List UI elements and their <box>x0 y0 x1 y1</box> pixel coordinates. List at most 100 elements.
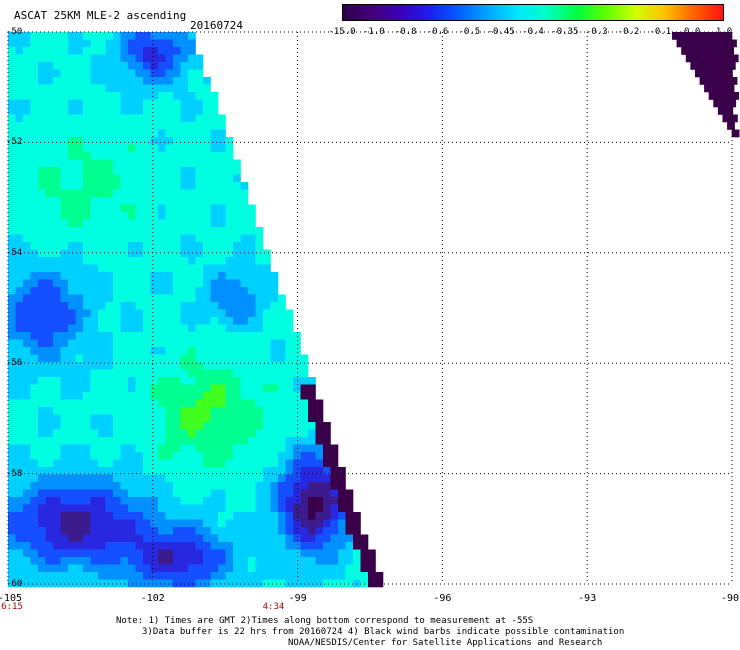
swath-pixel <box>188 557 196 565</box>
swath-pixel <box>83 242 91 250</box>
swath-pixel <box>60 279 69 288</box>
swath-pixel <box>23 354 31 363</box>
swath-pixel <box>338 564 346 573</box>
swath-pixel <box>60 302 69 310</box>
latitude-label: -52 <box>6 137 23 148</box>
swath-pixel <box>218 129 226 138</box>
swath-pixel <box>165 39 174 48</box>
swath-pixel <box>255 332 264 340</box>
swath-pixel <box>338 557 346 565</box>
swath-pixel <box>83 249 91 258</box>
swath-pixel <box>218 452 226 460</box>
swath-pixel <box>8 227 16 235</box>
swath-pixel <box>188 107 196 115</box>
swath-pixel <box>300 489 309 498</box>
swath-pixel <box>105 182 114 190</box>
swath-pixel <box>8 32 16 40</box>
swath-pixel <box>60 504 69 513</box>
swath-pixel <box>8 354 16 363</box>
swath-pixel <box>143 504 151 513</box>
swath-pixel <box>60 444 69 453</box>
swath-pixel <box>23 512 31 520</box>
swath-pixel <box>68 107 76 115</box>
swath-pixel <box>293 384 301 393</box>
swath-pixel <box>53 392 61 400</box>
swath-pixel <box>722 77 730 85</box>
swath-pixel <box>15 294 24 303</box>
swath-pixel <box>285 504 294 513</box>
swath-pixel <box>173 137 181 145</box>
swath-pixel <box>135 542 144 550</box>
swath-pixel <box>120 287 129 295</box>
swath-pixel <box>705 62 714 70</box>
swath-pixel <box>90 542 99 550</box>
swath-pixel <box>308 444 316 453</box>
swath-pixel <box>38 122 46 130</box>
swath-pixel <box>150 384 159 393</box>
swath-pixel <box>270 309 279 318</box>
swath-pixel <box>315 549 324 558</box>
swath-pixel <box>38 32 46 40</box>
swath-pixel <box>8 399 16 408</box>
swath-pixel <box>120 249 129 258</box>
swath-pixel <box>210 257 219 265</box>
swath-pixel <box>278 324 286 333</box>
swath-pixel <box>308 407 316 415</box>
swath-pixel <box>165 459 174 468</box>
swath-pixel <box>98 152 106 160</box>
swath-pixel <box>173 504 181 513</box>
swath-pixel <box>173 84 181 93</box>
swath-pixel <box>210 534 219 543</box>
swath-pixel <box>38 137 46 145</box>
swath-pixel <box>173 272 181 280</box>
swath-pixel <box>120 264 129 273</box>
swath-pixel <box>300 572 309 580</box>
swath-pixel <box>240 347 249 355</box>
swath-pixel <box>150 129 159 138</box>
swath-pixel <box>225 189 234 198</box>
swath-pixel <box>60 32 69 40</box>
swath-pixel <box>248 264 256 273</box>
swath-pixel <box>83 227 91 235</box>
swath-pixel <box>173 392 181 400</box>
swath-pixel <box>45 339 54 348</box>
swath-pixel <box>353 542 361 550</box>
swath-pixel <box>135 422 144 430</box>
swath-pixel <box>308 474 316 483</box>
swath-pixel <box>240 437 249 445</box>
swath-pixel <box>83 384 91 393</box>
swath-pixel <box>30 294 39 303</box>
swath-pixel <box>143 489 151 498</box>
swath-pixel <box>195 174 204 183</box>
swath-pixel <box>240 519 249 528</box>
swath-pixel <box>180 354 189 363</box>
swath-pixel <box>45 264 54 273</box>
swath-pixel <box>15 249 24 258</box>
swath-pixel <box>270 557 279 565</box>
swath-pixel <box>60 317 69 325</box>
swath-pixel <box>188 197 196 205</box>
swath-pixel <box>233 302 241 310</box>
swath-pixel <box>15 332 24 340</box>
swath-pixel <box>120 392 129 400</box>
swath-pixel <box>38 384 46 393</box>
swath-pixel <box>30 107 39 115</box>
swath-pixel <box>248 512 256 520</box>
swath-pixel <box>53 47 61 55</box>
swath-pixel <box>120 534 129 543</box>
swath-pixel <box>120 347 129 355</box>
swath-pixel <box>188 317 196 325</box>
swath-pixel <box>270 444 279 453</box>
swath-pixel <box>60 92 69 100</box>
swath-pixel <box>23 62 31 70</box>
swath-pixel <box>105 294 114 303</box>
swath-pixel <box>150 512 159 520</box>
swath-pixel <box>83 309 91 318</box>
swath-pixel <box>23 542 31 550</box>
swath-pixel <box>38 467 46 475</box>
swath-pixel <box>98 144 106 153</box>
swath-pixel <box>180 579 189 588</box>
swath-pixel <box>105 227 114 235</box>
swath-pixel <box>711 47 719 55</box>
swath-pixel <box>30 534 39 543</box>
